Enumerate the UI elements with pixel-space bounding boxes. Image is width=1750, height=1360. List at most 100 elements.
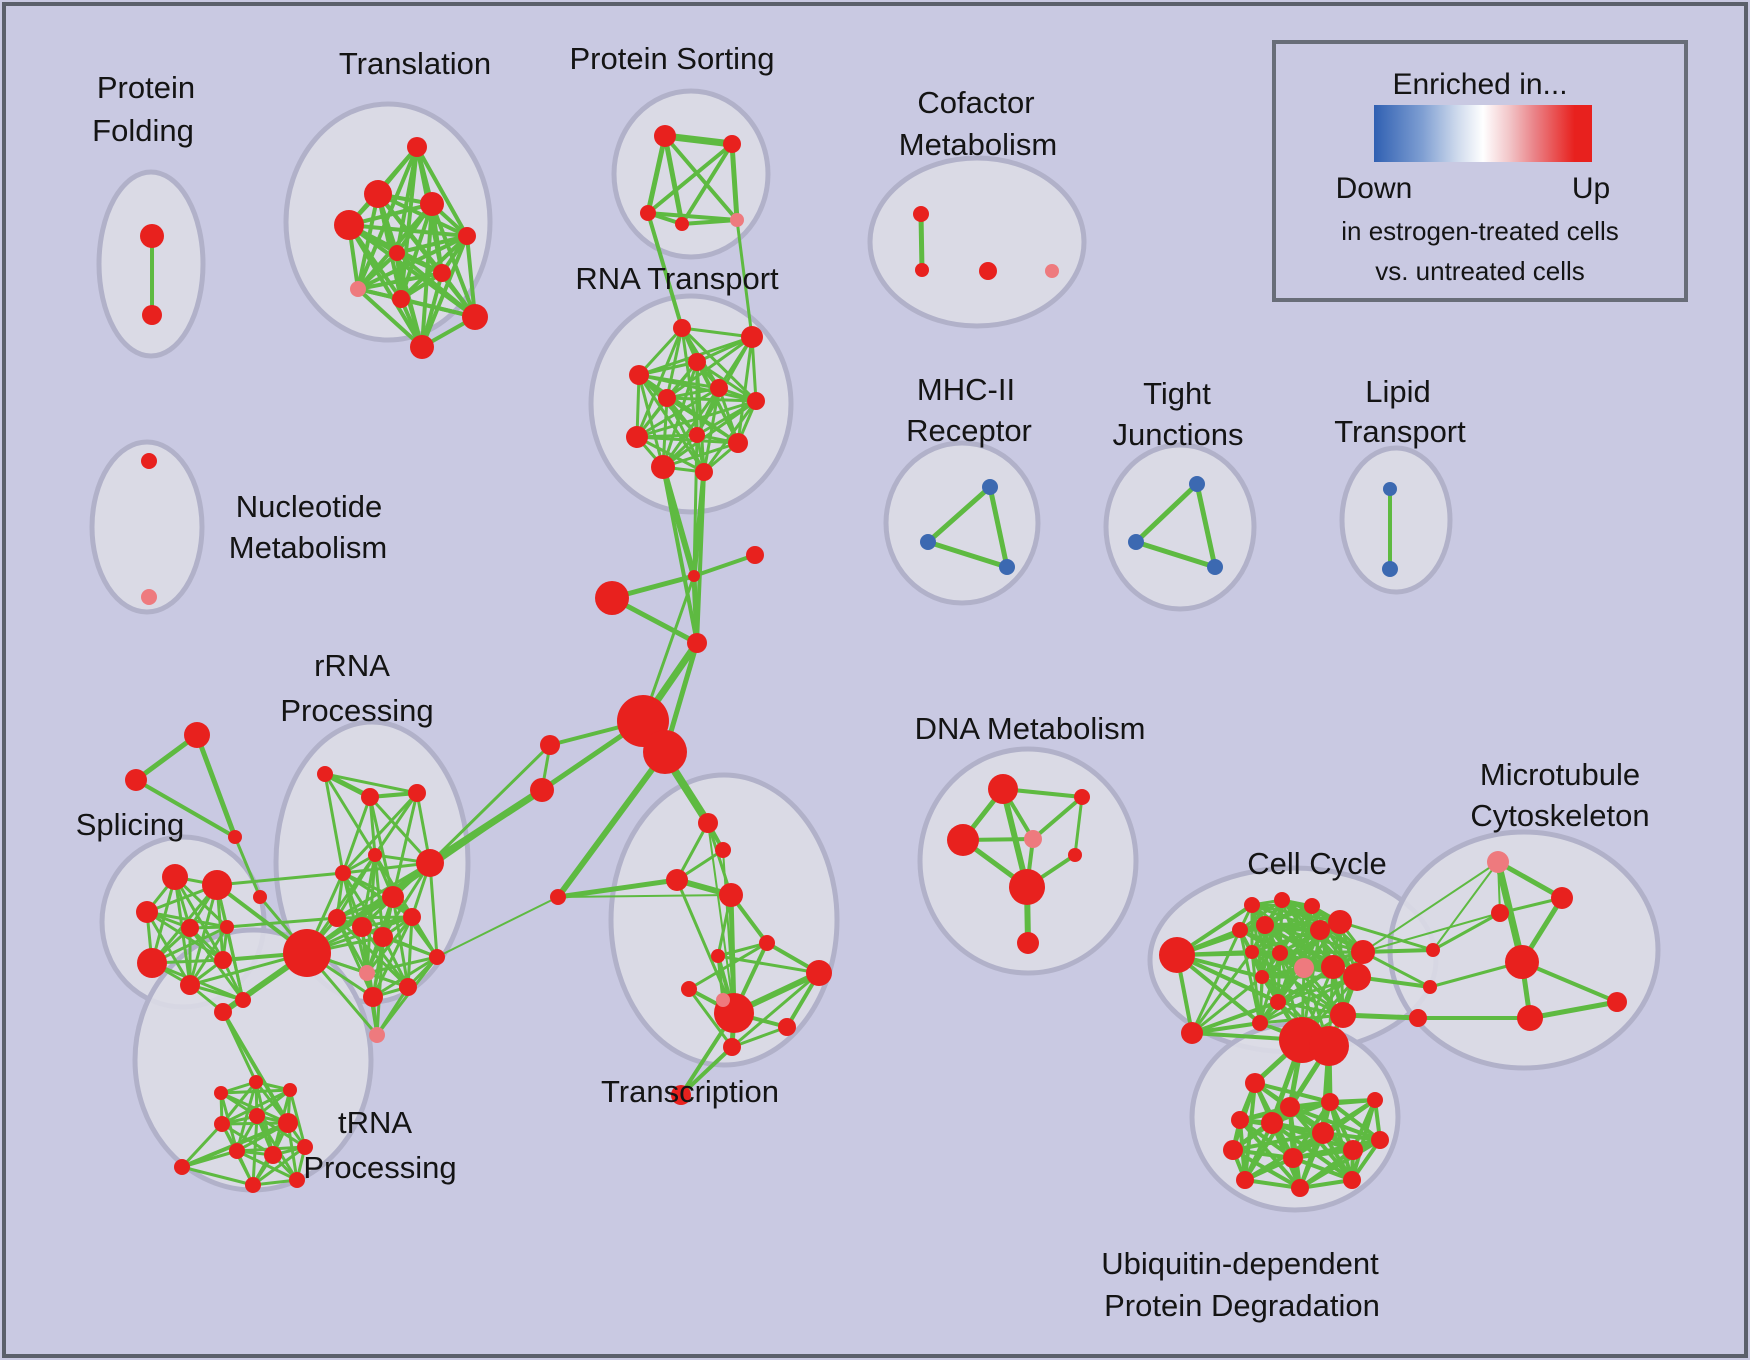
edge: [730, 971, 821, 1049]
node-dm5: [1074, 789, 1090, 805]
edge: [687, 941, 769, 991]
node-ps4: [675, 217, 689, 231]
node-t4: [334, 210, 364, 240]
node-mt4: [1505, 945, 1539, 979]
edge: [1238, 928, 1262, 1025]
node-rr13: [429, 949, 445, 965]
node-tn5: [249, 1075, 263, 1089]
node-lt2: [1382, 561, 1398, 577]
edge: [1258, 975, 1359, 1025]
node-tg1: [184, 722, 210, 748]
node-tc9: [681, 981, 697, 997]
legend-caption-line1: in estrogen-treated cells: [1341, 216, 1619, 246]
node-cc18: [1330, 1002, 1356, 1028]
edge: [373, 791, 419, 857]
node-cc15: [1255, 970, 1269, 984]
node-dm6: [1017, 932, 1039, 954]
edge: [1231, 1131, 1325, 1152]
edge: [637, 326, 684, 377]
node-tj3: [1207, 559, 1223, 575]
node-tn4: [214, 1086, 228, 1100]
node-sp3: [136, 901, 158, 923]
edge: [371, 955, 439, 999]
node-cc4: [1274, 892, 1290, 908]
node-tc8: [806, 960, 832, 986]
edge: [356, 234, 469, 291]
edge: [695, 360, 758, 403]
edge: [1073, 795, 1084, 857]
node-rr7: [382, 886, 404, 908]
node-cc5: [1304, 898, 1320, 914]
node-cc19: [1343, 963, 1371, 991]
cluster-label-trna-0: tRNA: [338, 1105, 412, 1140]
edge: [675, 878, 736, 1015]
edge: [430, 202, 477, 319]
edge: [661, 399, 758, 469]
node-tc12: [723, 1038, 741, 1056]
edge: [646, 211, 684, 330]
node-tc1: [698, 813, 718, 833]
node-mh1: [982, 479, 998, 495]
node-rt7: [747, 392, 765, 410]
edge: [925, 484, 993, 545]
node-rt11: [651, 455, 675, 479]
edge: [661, 465, 699, 645]
edge: [680, 218, 739, 226]
edge: [635, 435, 740, 445]
cluster-label-nucleotide-0: Nucleotide: [236, 489, 382, 524]
edge: [635, 399, 758, 439]
edge: [706, 821, 733, 897]
edge: [557, 894, 732, 898]
node-rt2: [741, 326, 763, 348]
edge: [1270, 1121, 1354, 1182]
legend-title: Enriched in...: [1392, 68, 1568, 101]
edge: [1520, 960, 1619, 1004]
node-cc6: [1232, 922, 1248, 938]
node-t5: [458, 227, 476, 245]
node-ps2: [723, 135, 741, 153]
node-tn6: [283, 1083, 297, 1097]
node-tc11: [778, 1018, 796, 1036]
edge: [707, 822, 735, 1014]
edge: [680, 142, 734, 226]
edge: [1527, 999, 1620, 1021]
edge: [194, 732, 238, 840]
node-tc14: [716, 993, 730, 1007]
edge: [1190, 928, 1242, 1035]
node-mt2: [1551, 887, 1573, 909]
edge: [1291, 1138, 1382, 1160]
edge: [375, 985, 410, 1037]
node-cc2: [1181, 1022, 1203, 1044]
node-cc3: [1244, 897, 1260, 913]
node-sp9: [235, 992, 251, 1008]
edge: [1194, 481, 1218, 570]
node-tn1: [214, 1003, 232, 1021]
edge: [225, 925, 245, 1002]
node-sp7: [214, 951, 232, 969]
node-tc4: [719, 883, 743, 907]
cluster-label-protein-folding-1: Folding: [92, 113, 194, 148]
edge: [356, 271, 444, 291]
edge: [391, 791, 419, 899]
node-ub10: [1236, 1171, 1254, 1189]
edge: [134, 778, 237, 839]
node-sp1: [162, 864, 188, 890]
node-rt10: [728, 433, 748, 453]
edge: [233, 835, 262, 899]
edge: [680, 326, 754, 339]
edge: [661, 132, 736, 148]
edge: [1133, 481, 1200, 545]
edge: [1361, 950, 1432, 989]
edge: [635, 435, 706, 474]
node-rr9: [403, 908, 421, 926]
node-ps1: [654, 125, 676, 147]
edge: [365, 955, 439, 975]
edge: [145, 910, 229, 929]
edge: [1350, 1098, 1377, 1182]
node-dm2: [947, 824, 979, 856]
node-tn10: [264, 1146, 282, 1164]
node-mt8: [1423, 980, 1437, 994]
edge: [1362, 912, 1501, 953]
cluster-label-tight-0: Tight: [1143, 376, 1211, 411]
node-nm2: [141, 589, 157, 605]
